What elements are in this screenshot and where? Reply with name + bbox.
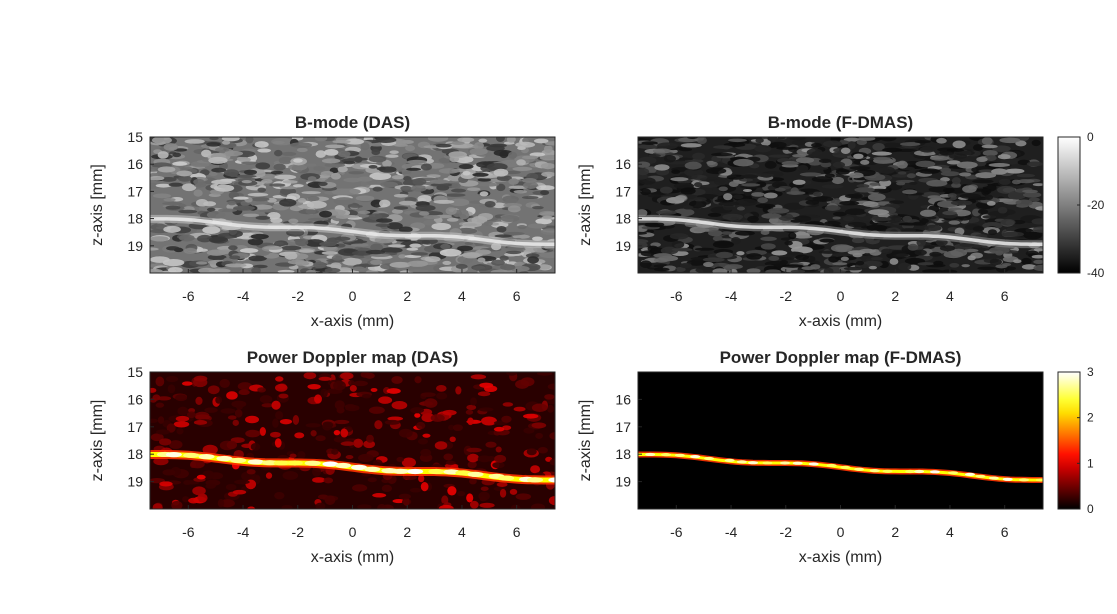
x-tick-label: 6 [513,524,521,540]
chart-title: B-mode (DAS) [295,113,410,132]
y-tick-label: 19 [127,474,143,490]
colorbar-tick-label: 2 [1087,411,1094,425]
x-tick-label: 6 [513,288,521,304]
x-tick-label: 0 [349,524,357,540]
x-tick-label: -6 [670,288,683,304]
x-tick-label: 4 [458,288,466,304]
chart-title: Power Doppler map (F-DMAS) [720,348,962,367]
x-tick-label: -2 [780,524,793,540]
x-tick-label: 6 [1001,524,1009,540]
y-tick-label: 18 [127,446,143,462]
y-tick-label: 16 [615,391,631,407]
chart-panel-2: B-mode (F-DMAS)-6 -4 -2 0 2 4 616171819x-axis … [577,113,1105,330]
x-axis-label: x-axis (mm) [311,313,395,330]
x-tick-label: -4 [725,524,738,540]
x-tick-label: -4 [725,288,738,304]
colorbar: 0 -20 -40 [1057,130,1105,280]
chart-panel-4: Power Doppler map (F-DMAS) -6 -4 -2 0 2 4 6 16 17… [577,348,1094,566]
colorbar-tick-label: 0 [1087,130,1094,144]
chart-title: B-mode (F-DMAS) [768,113,913,132]
y-tick-label: 18 [615,211,631,227]
y-tick-label: 17 [615,419,631,435]
colorbar-scale [1057,136,1081,274]
x-tick-label: 4 [946,524,954,540]
y-tick-label: 18 [615,446,631,462]
heatmap-image [638,372,1043,509]
x-tick-label: 6 [1001,288,1009,304]
y-tick-label: 16 [127,391,143,407]
y-tick-label: 19 [615,238,631,254]
x-tick-label: -6 [182,524,195,540]
x-tick-label: 2 [403,524,411,540]
chart-panel-1: B-mode (DAS) -6 -4 -2 0 2 4 6 15 16 17 18 19 x-axis (… [89,113,556,330]
x-tick-label: 2 [891,288,899,304]
y-axis-label: z-axis [mm] [89,400,106,482]
x-tick-label: -2 [292,288,305,304]
x-tick-label: -4 [237,524,250,540]
colorbar-scale [1057,371,1081,510]
y-axis-label: z-axis [mm] [577,400,594,482]
x-tick-label: 2 [403,288,411,304]
colorbar-tick-label: 1 [1087,456,1094,470]
chart-panel-3: Power Doppler map (DAS) -6 -4 -2 0 2 4 6 15 16 17 1… [89,348,556,566]
colorbar-tick-label: 0 [1087,502,1094,516]
y-tick-label: 16 [615,156,631,172]
x-tick-label: -2 [780,288,793,304]
heatmap-image [150,372,555,509]
y-axis-label: z-axis [mm] [89,164,106,246]
x-tick-label: -6 [670,524,683,540]
x-axis-label: x-axis (mm) [311,549,395,566]
heatmap-image [638,137,1043,273]
y-tick-label: 16 [127,156,143,172]
x-tick-label: 0 [837,288,845,304]
colorbar-tick-label: -20 [1087,198,1105,212]
x-tick-label: 2 [891,524,899,540]
x-axis-label: x-axis (mm) [799,313,883,330]
y-tick-label: 15 [127,129,143,145]
colorbar-tick-label: 3 [1087,365,1094,379]
y-tick-label: 19 [127,238,143,254]
y-tick-label: 18 [127,211,143,227]
x-tick-label: -6 [182,288,195,304]
y-tick-label: 17 [127,419,143,435]
x-tick-label: 0 [837,524,845,540]
y-axis-label: z-axis [mm] [577,164,594,246]
heatmap-image [150,137,555,273]
x-tick-label: 4 [946,288,954,304]
x-tick-label: 4 [458,524,466,540]
y-tick-label: 19 [615,474,631,490]
x-tick-label: -4 [237,288,250,304]
chart-title: Power Doppler map (DAS) [247,348,459,367]
x-tick-label: -2 [292,524,305,540]
colorbar: 3 2 1 0 [1057,365,1094,516]
x-axis-label: x-axis (mm) [799,549,883,566]
y-tick-label: 17 [615,183,631,199]
colorbar-tick-label: -40 [1087,266,1105,280]
y-tick-label: 15 [127,364,143,380]
y-tick-label: 17 [127,183,143,199]
x-tick-label: 0 [349,288,357,304]
